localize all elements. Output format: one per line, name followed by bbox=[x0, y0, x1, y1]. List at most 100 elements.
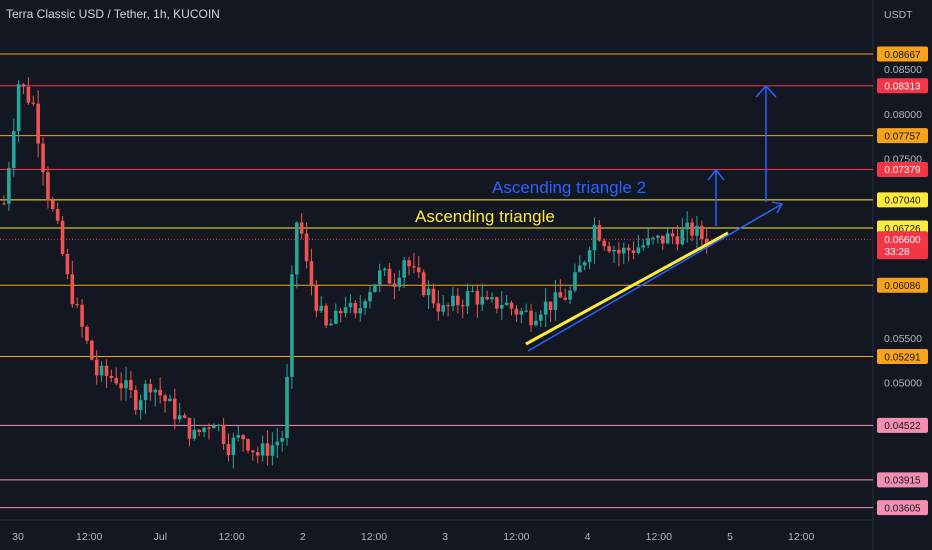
candle-body bbox=[641, 245, 646, 248]
candle-body bbox=[51, 200, 55, 209]
arrow-up-icon bbox=[755, 84, 777, 98]
candle-body bbox=[11, 131, 16, 169]
candle-body bbox=[485, 296, 489, 300]
candle-body bbox=[685, 222, 689, 230]
candle-body bbox=[197, 429, 201, 432]
level-price-tag bbox=[877, 46, 928, 62]
x-tick-label: 12:00 bbox=[361, 531, 387, 543]
candle-body bbox=[192, 429, 197, 439]
candle-body bbox=[612, 249, 616, 252]
candle-body bbox=[421, 272, 426, 296]
candle-body bbox=[221, 424, 226, 445]
level-price-label: 0.06726 bbox=[884, 224, 921, 235]
candle-body bbox=[480, 296, 485, 305]
candle-body bbox=[656, 235, 660, 238]
candle-body bbox=[251, 450, 255, 453]
candle-body bbox=[75, 304, 79, 306]
candle-body bbox=[602, 240, 607, 247]
candle-body bbox=[304, 233, 309, 262]
candle-body bbox=[348, 302, 353, 308]
x-tick-label: Jul bbox=[154, 531, 167, 543]
annotation-ascending-triangle-2: Ascending triangle 2 bbox=[492, 178, 646, 197]
candle-body bbox=[202, 427, 206, 432]
candle-body bbox=[270, 445, 275, 456]
x-tick-label: 2 bbox=[300, 531, 306, 543]
candle-body bbox=[470, 290, 475, 292]
level-price-label: 0.03915 bbox=[884, 476, 921, 487]
x-tick-label: 12:00 bbox=[503, 531, 529, 543]
candle-body bbox=[182, 415, 187, 418]
candle-body bbox=[675, 236, 680, 245]
arrow-head-icon bbox=[771, 201, 784, 214]
candle-body bbox=[368, 291, 372, 302]
candle-body bbox=[651, 237, 655, 239]
candle-body bbox=[558, 292, 563, 298]
candle-body bbox=[246, 439, 250, 451]
candle-body bbox=[104, 365, 109, 376]
candle-body bbox=[519, 311, 524, 315]
level-price-tag bbox=[877, 472, 928, 488]
level-price-label: 0.07379 bbox=[884, 165, 921, 176]
candle-body bbox=[324, 305, 328, 326]
candle-body bbox=[129, 380, 133, 391]
annotation-ascending-triangle: Ascending triangle bbox=[415, 207, 555, 226]
candle-body bbox=[460, 305, 465, 307]
candle-body bbox=[534, 320, 538, 326]
y-tick-label: 0.05500 bbox=[884, 333, 922, 345]
candle-body bbox=[16, 84, 21, 132]
level-price-tag bbox=[877, 277, 928, 293]
ascending-triangle-2-trendline[interactable] bbox=[527, 203, 783, 352]
ascending-triangle-trendline[interactable] bbox=[525, 231, 729, 346]
x-tick-label: 12:00 bbox=[646, 531, 672, 543]
candle-body bbox=[412, 266, 416, 268]
candle-body bbox=[114, 377, 119, 384]
candle-body bbox=[621, 247, 626, 254]
candle-body bbox=[392, 283, 397, 287]
candle-body bbox=[529, 310, 533, 326]
candle-body bbox=[514, 308, 519, 315]
candle-body bbox=[236, 435, 241, 438]
candle-body bbox=[163, 395, 167, 402]
candle-body bbox=[338, 310, 343, 314]
candle-body bbox=[212, 425, 216, 429]
candle-body bbox=[65, 253, 70, 275]
level-price-label: 0.06086 bbox=[884, 281, 921, 292]
candle-body bbox=[119, 383, 123, 389]
candle-body bbox=[504, 302, 509, 305]
candle-body bbox=[573, 272, 577, 291]
level-price-tag bbox=[877, 161, 928, 177]
level-price-label: 0.04522 bbox=[884, 421, 921, 432]
candle-body bbox=[451, 295, 455, 307]
candle-body bbox=[241, 435, 245, 440]
candle-body bbox=[646, 238, 650, 246]
currency-label: USDT bbox=[884, 9, 913, 21]
candle-body bbox=[319, 305, 323, 311]
candle-body bbox=[568, 290, 572, 300]
candle-body bbox=[475, 290, 480, 305]
candle-body bbox=[363, 301, 367, 309]
x-tick-label: 12:00 bbox=[788, 531, 814, 543]
level-price-label: 0.08313 bbox=[884, 82, 921, 93]
current-price-tag bbox=[877, 231, 928, 260]
current-price-label: 0.06600 bbox=[884, 235, 921, 246]
candle-body bbox=[138, 400, 143, 410]
level-price-tag bbox=[877, 78, 928, 94]
candle-body bbox=[285, 376, 289, 439]
level-price-tag bbox=[877, 349, 928, 365]
candle-body bbox=[299, 222, 304, 234]
candle-body bbox=[373, 284, 377, 292]
candle-body bbox=[592, 225, 597, 251]
candle-body bbox=[441, 305, 445, 312]
candle-body bbox=[46, 172, 50, 201]
x-tick-label: 30 bbox=[12, 531, 24, 543]
candle-body bbox=[431, 288, 436, 304]
candle-body bbox=[382, 268, 387, 271]
candle-body bbox=[387, 268, 392, 284]
chart-title: Terra Classic USD / Tether, 1h, KUCOIN bbox=[6, 7, 220, 21]
candle-body bbox=[265, 443, 270, 456]
candle-body bbox=[329, 323, 333, 326]
candle-body bbox=[636, 247, 641, 254]
candle-body bbox=[143, 383, 148, 401]
x-tick-label: 12:00 bbox=[76, 531, 102, 543]
